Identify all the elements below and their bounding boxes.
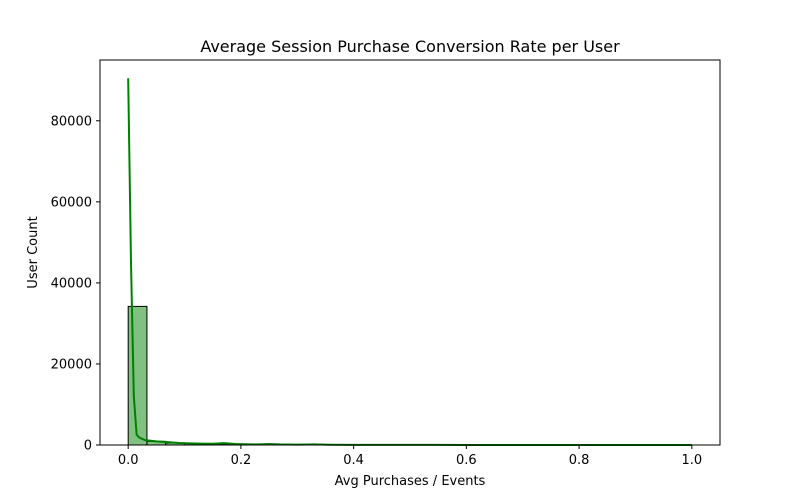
x-tick-label: 0.8 (569, 453, 590, 468)
x-tick-label: 0.4 (343, 453, 364, 468)
y-tick-label: 80000 (51, 114, 92, 129)
x-tick-label: 1.0 (681, 453, 702, 468)
plot-area (128, 78, 692, 445)
y-tick-label: 40000 (51, 276, 92, 291)
x-axis-label: Avg Purchases / Events (335, 474, 486, 489)
kde-line (128, 78, 692, 445)
y-axis: 0 20000 40000 60000 80000 (51, 114, 100, 453)
x-tick-label: 0.2 (231, 453, 252, 468)
histogram-bar (128, 306, 147, 445)
x-tick-label: 0.0 (118, 453, 139, 468)
axes-frame (100, 60, 720, 445)
y-tick-label: 60000 (51, 195, 92, 210)
chart-title: Average Session Purchase Conversion Rate… (200, 37, 620, 56)
y-axis-label: User Count (26, 216, 41, 288)
x-axis: 0.0 0.2 0.4 0.6 0.8 1.0 (118, 445, 702, 468)
y-tick-label: 20000 (51, 357, 92, 372)
x-tick-label: 0.6 (456, 453, 477, 468)
y-tick-label: 0 (84, 439, 92, 454)
